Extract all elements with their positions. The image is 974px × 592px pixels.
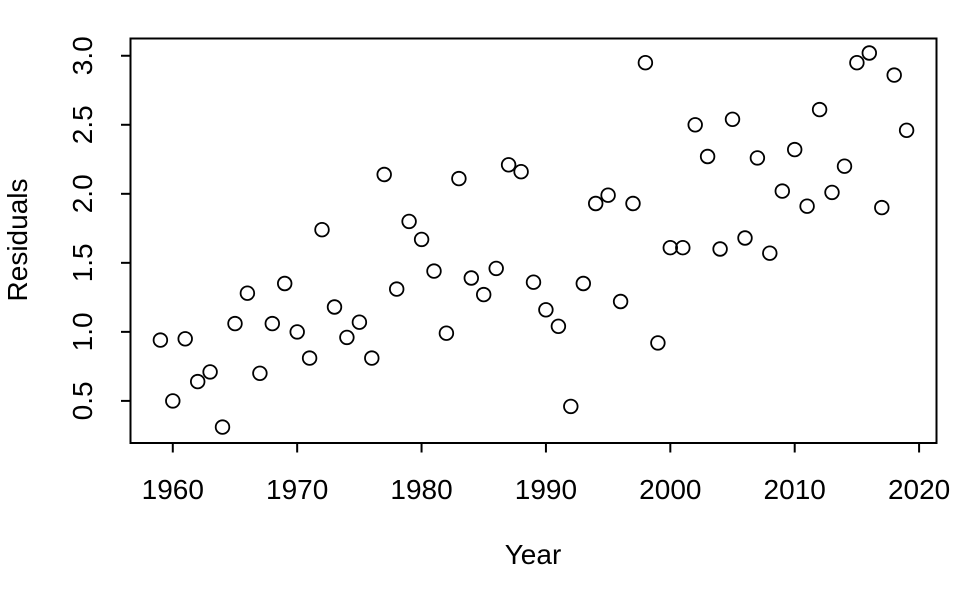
plot-border	[129, 37, 938, 444]
data-point	[849, 55, 865, 71]
data-point	[252, 365, 268, 382]
x-tick-label: 2010	[764, 474, 826, 505]
data-point	[389, 281, 405, 297]
data-point	[749, 150, 766, 166]
data-point	[488, 260, 504, 277]
data-point	[277, 275, 293, 292]
x-tick-label: 1960	[142, 474, 204, 505]
data-point	[239, 285, 256, 301]
data-point	[874, 199, 890, 216]
data-point	[886, 67, 902, 83]
data-point	[189, 373, 206, 390]
data-point	[525, 274, 542, 290]
data-point	[264, 315, 281, 332]
data-point	[451, 170, 467, 187]
data-point	[513, 163, 529, 180]
y-tick-label: 0.5	[67, 381, 98, 420]
data-point	[152, 332, 169, 348]
data-point	[376, 166, 392, 183]
data-point	[314, 221, 330, 238]
data-point	[824, 184, 840, 201]
x-tick-label: 2000	[639, 474, 701, 505]
data-point	[413, 231, 430, 248]
data-point	[563, 398, 579, 415]
data-point	[625, 195, 641, 212]
data-point	[438, 325, 455, 341]
x-tick-label: 1970	[266, 474, 328, 505]
x-tick-label: 1980	[390, 474, 452, 505]
data-point	[600, 187, 616, 203]
data-point	[650, 335, 666, 351]
data-point	[699, 148, 716, 165]
y-tick-label: 2.5	[67, 105, 98, 144]
data-point	[799, 198, 815, 214]
data-point	[301, 350, 318, 366]
data-point	[588, 195, 604, 212]
x-tick-label: 1990	[515, 474, 577, 505]
y-tick-label: 1.5	[67, 243, 98, 282]
data-point	[612, 293, 629, 310]
data-point	[637, 55, 654, 71]
data-point	[861, 45, 878, 61]
data-point	[774, 183, 791, 199]
data-point	[289, 324, 305, 340]
data-point	[426, 263, 442, 279]
data-point	[737, 230, 753, 246]
data-point	[836, 158, 853, 174]
data-point	[401, 213, 417, 230]
data-point	[177, 331, 193, 347]
data-point	[762, 245, 778, 261]
data-point	[687, 117, 703, 133]
data-point	[476, 286, 492, 303]
x-tick-label: 2020	[888, 474, 950, 505]
data-point	[463, 270, 480, 286]
data-point	[227, 315, 243, 332]
data-point	[675, 239, 691, 256]
data-point	[787, 141, 803, 158]
data-point	[165, 393, 181, 409]
data-point	[898, 122, 915, 139]
y-axis-title: Residuals	[2, 179, 33, 302]
data-point	[364, 350, 380, 366]
y-tick-label: 2.0	[67, 174, 98, 213]
data-point	[351, 314, 368, 330]
data-point	[662, 239, 679, 256]
data-point	[538, 302, 554, 318]
data-point	[339, 329, 355, 346]
data-point	[811, 101, 828, 118]
x-axis-title: Year	[505, 539, 562, 570]
data-point	[500, 157, 517, 173]
data-point	[202, 364, 218, 380]
y-tick-label: 3.0	[67, 36, 98, 75]
data-point	[214, 419, 231, 435]
data-point	[712, 241, 728, 257]
y-tick-label: 1.0	[67, 312, 98, 351]
data-point	[724, 111, 741, 128]
data-point	[326, 299, 343, 315]
data-point	[550, 318, 567, 335]
data-point	[575, 275, 592, 292]
